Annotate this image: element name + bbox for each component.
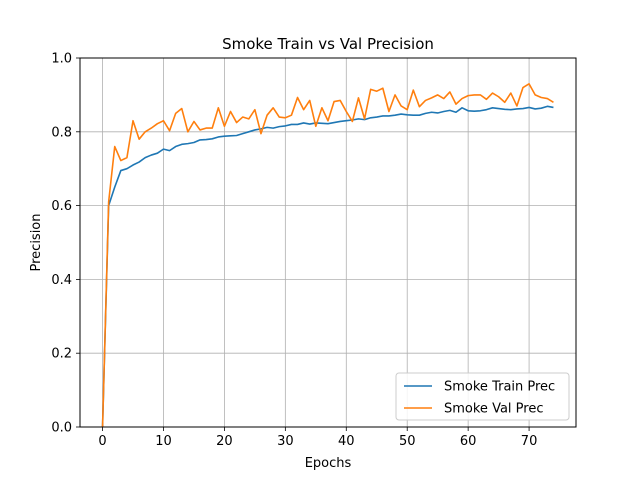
y-axis-label: Precision <box>29 213 44 271</box>
x-tick-label: 10 <box>155 434 172 449</box>
x-tick-label: 70 <box>521 434 538 449</box>
x-tick-label: 0 <box>98 434 106 449</box>
chart-title: Smoke Train vs Val Precision <box>222 35 434 53</box>
x-tick-label: 20 <box>216 434 233 449</box>
legend-label: Smoke Train Prec <box>444 380 555 395</box>
x-tick-label: 60 <box>460 434 477 449</box>
legend-label: Smoke Val Prec <box>444 402 543 417</box>
legend-box <box>395 372 570 421</box>
x-axis-label: Epochs <box>305 456 352 471</box>
series-layer <box>101 83 554 428</box>
x-tick-label: 50 <box>399 434 416 449</box>
legend: Smoke Train Prec Smoke Val Prec <box>395 372 570 421</box>
x-tick-label: 40 <box>338 434 355 449</box>
y-tick-label: 0.2 <box>51 347 72 362</box>
x-tick-label: 30 <box>277 434 294 449</box>
y-tick-label: 0.4 <box>51 273 72 288</box>
y-tick-label: 0.0 <box>51 421 72 436</box>
y-tick-label: 1.0 <box>51 52 72 67</box>
y-tick-label: 0.6 <box>51 199 72 214</box>
plot-frame <box>79 57 577 428</box>
series-line-2 <box>101 83 554 428</box>
series-line-1 <box>101 105 554 428</box>
y-tick-label: 0.8 <box>51 125 72 140</box>
axis-ticks: 0 10 20 30 40 50 60 70 0.0 0.2 0.4 0.6 0.8 1.0 <box>51 52 537 450</box>
